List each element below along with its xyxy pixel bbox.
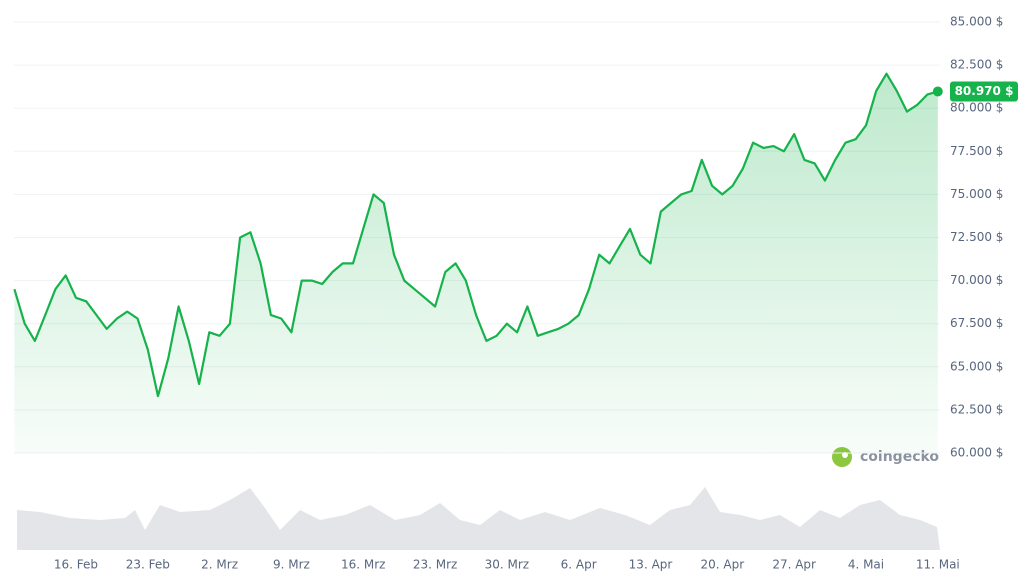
x-tick-label: 20. Apr	[701, 558, 745, 572]
y-tick-label: 60.000 $	[950, 446, 1003, 460]
y-tick-label: 75.000 $	[950, 187, 1003, 201]
y-tick-label: 77.500 $	[950, 144, 1003, 158]
x-tick-label: 30. Mrz	[485, 558, 529, 572]
x-tick-label: 27. Apr	[772, 558, 816, 572]
price-badge	[950, 81, 1018, 102]
x-tick-label: 11. Mai	[916, 558, 960, 572]
y-tick-label: 67.500 $	[950, 316, 1003, 330]
volume-area	[17, 487, 940, 550]
area	[14, 73, 938, 453]
y-tick-label: 82.500 $	[950, 58, 1003, 72]
x-tick-label: 23. Mrz	[413, 558, 457, 572]
x-tick-label: 16. Feb	[54, 558, 98, 572]
price-label: 80.970 $	[955, 84, 1014, 98]
y-tick-label: 65.000 $	[950, 359, 1003, 373]
x-tick-label: 13. Apr	[629, 558, 673, 572]
price-line	[13, 72, 939, 398]
x-tick-label: 2. Mrz	[201, 558, 238, 572]
y-tick-label: 72.500 $	[950, 230, 1003, 244]
x-tick-label: 4. Mai	[848, 558, 884, 572]
x-tick-label: 9. Mrz	[273, 558, 310, 572]
x-tick-label: 16. Mrz	[341, 558, 385, 572]
x-tick-label: 23. Feb	[126, 558, 170, 572]
y-tick-label: 70.000 $	[950, 273, 1003, 287]
x-tick-label: 6. Apr	[561, 558, 597, 572]
y-tick-label: 85.000 $	[950, 15, 1003, 29]
last-point	[932, 86, 943, 97]
y-tick-label: 80.000 $	[950, 101, 1003, 115]
y-tick-label: 62.500 $	[950, 402, 1003, 416]
